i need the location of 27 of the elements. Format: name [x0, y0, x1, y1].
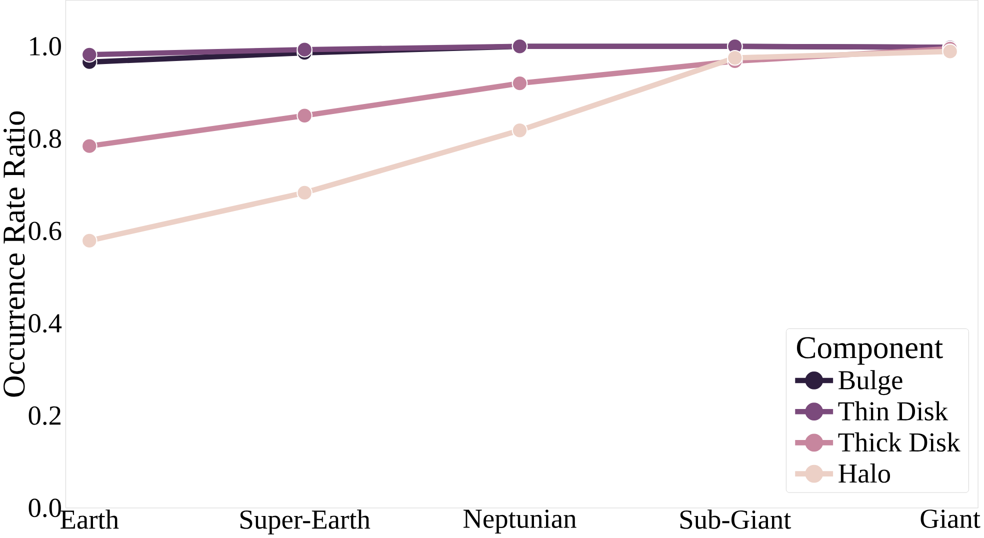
legend-label: Thick Disk: [838, 432, 960, 452]
legend-title: Component: [796, 337, 943, 365]
legend-label: Bulge: [838, 370, 902, 396]
y-tick-label: 1.0: [30, 37, 61, 56]
y-tick-label: 0.2: [28, 406, 61, 425]
x-tick-label: Neptunian: [463, 510, 576, 534]
x-tick-label: Sub-Giant: [680, 510, 792, 529]
point: [296, 184, 312, 201]
y-tick-label: 0.6: [28, 222, 62, 240]
point: [81, 46, 98, 63]
x-tick-label: Earth: [60, 510, 119, 529]
x-tick-label: Giant: [920, 510, 980, 528]
legend-label: Halo: [838, 464, 890, 483]
y-tick-label: 0.0: [28, 498, 61, 518]
point: [512, 122, 528, 138]
point: [296, 42, 312, 58]
point: [512, 75, 528, 92]
x-tick-label: Super-Earth: [240, 510, 370, 534]
y-tick-label: 0.8: [28, 129, 61, 148]
point: [726, 50, 743, 66]
point: [81, 138, 98, 154]
y-tick-label: 0.4: [28, 314, 62, 333]
point: [81, 232, 98, 249]
point: [296, 108, 312, 124]
point: [942, 44, 958, 60]
legend-label: Thin Disk: [838, 401, 948, 421]
y-axis-title: Occurrence Rate Ratio: [4, 111, 25, 397]
